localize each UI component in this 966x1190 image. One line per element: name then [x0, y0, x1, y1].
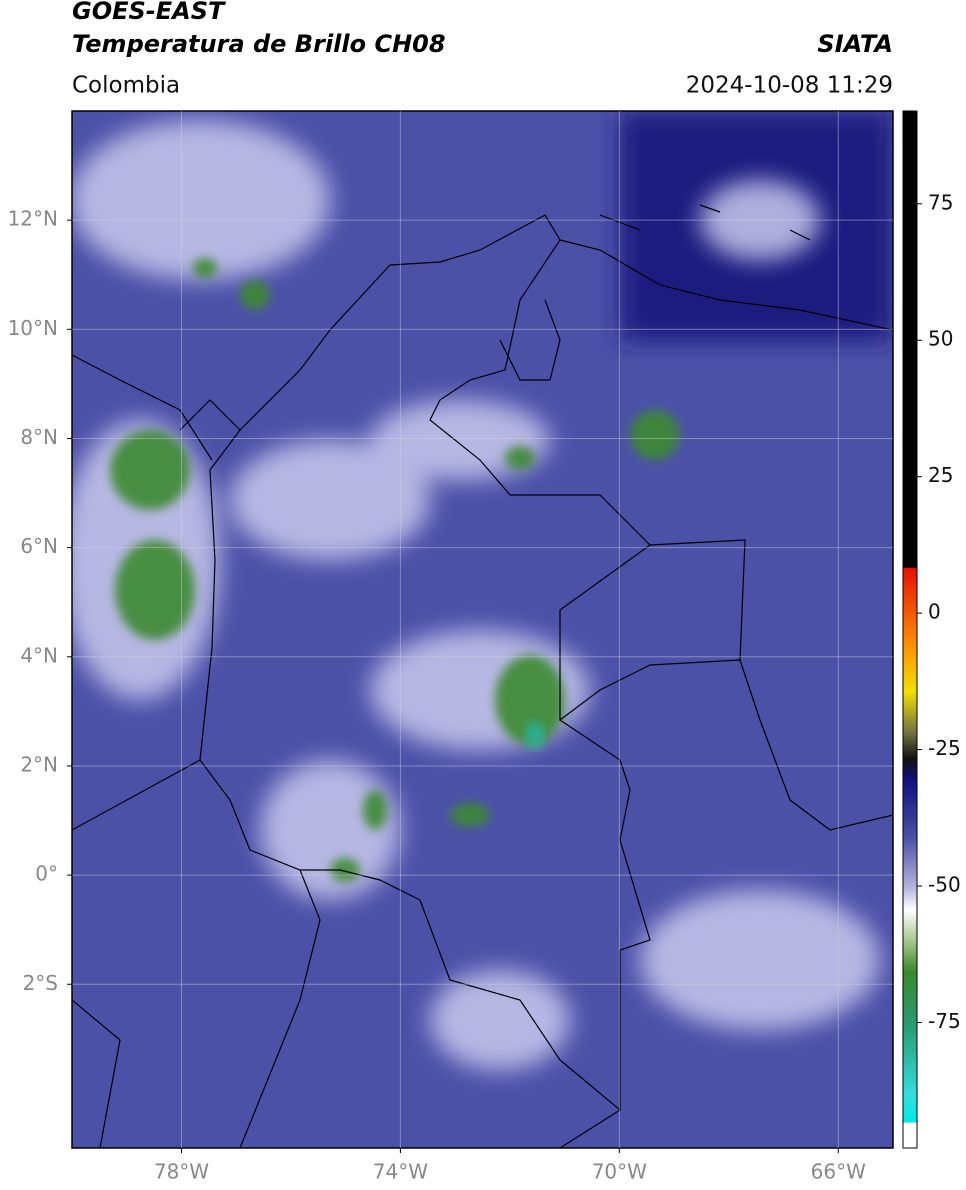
colorbar [902, 110, 918, 1149]
lat-tick-label: 6°N [20, 534, 58, 558]
colorbar-tick-label: -25 [928, 736, 961, 760]
lon-tick-label: 70°W [592, 1160, 647, 1184]
lat-tick-label: 2°S [23, 971, 58, 995]
lat-tick-label: 0° [35, 862, 58, 886]
colorbar-tick-label: 25 [928, 463, 953, 487]
lon-tick-label: 74°W [373, 1160, 428, 1184]
lat-tick-label: 8°N [20, 425, 58, 449]
satellite-title: GOES-EAST [72, 0, 226, 25]
lat-tick-label: 12°N [8, 207, 58, 231]
colorbar-tick-label: 0 [928, 600, 941, 624]
lon-tick-label: 78°W [154, 1160, 209, 1184]
region: Colombia [72, 73, 180, 99]
lon-tick-label: 66°W [811, 1160, 866, 1184]
lat-tick-label: 2°N [20, 752, 58, 776]
lat-tick-label: 10°N [8, 316, 58, 340]
colorbar-tick-label: -50 [928, 873, 961, 897]
colorbar-tick-label: 75 [928, 190, 953, 214]
map-frame [71, 110, 894, 1149]
country-border [72, 214, 893, 1148]
source: SIATA [817, 30, 893, 58]
colorbar-tick-label: -75 [928, 1009, 961, 1033]
coastline [499, 204, 893, 381]
product-title: Temperatura de Brillo CH08 [72, 30, 446, 58]
colorbar-tick-label: 50 [928, 327, 953, 351]
lat-tick-label: 4°N [20, 643, 58, 667]
datetime: 2024-10-08 11:29 [686, 73, 893, 99]
map-image [72, 111, 893, 1148]
